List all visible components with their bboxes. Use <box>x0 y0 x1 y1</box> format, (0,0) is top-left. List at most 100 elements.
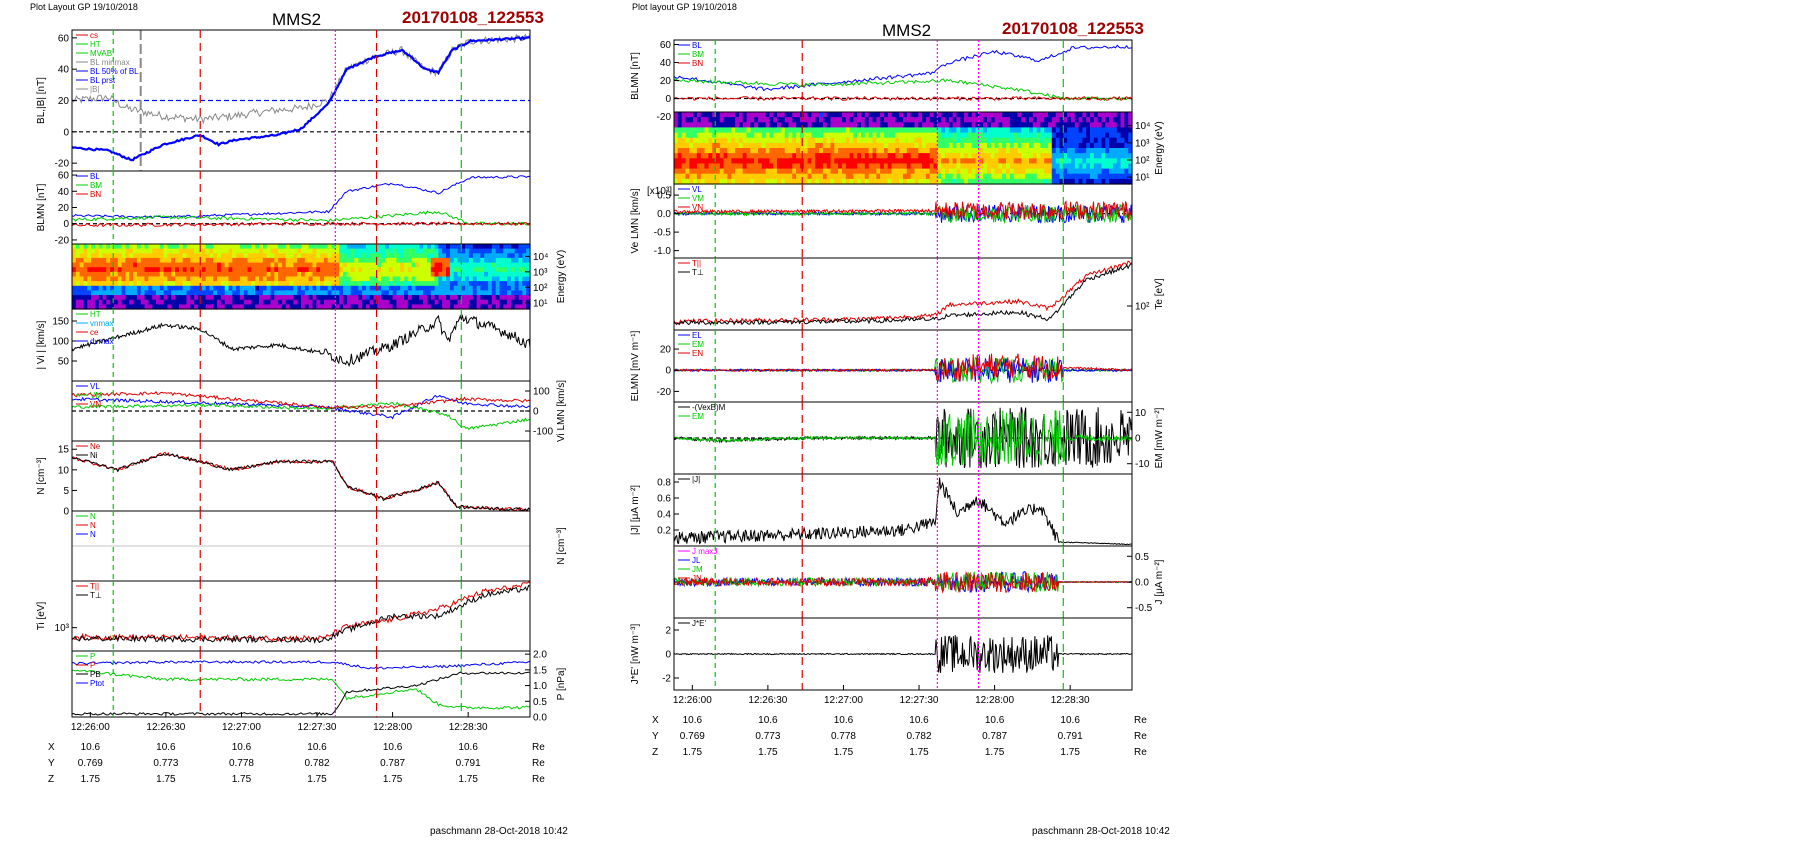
heatmap-cell <box>1097 112 1103 118</box>
heatmap-cell <box>468 267 474 273</box>
heatmap-cell <box>358 248 363 254</box>
heatmap-cell <box>381 257 386 264</box>
heatmap-cell <box>446 290 451 296</box>
y-tick-label: -20 <box>55 235 70 246</box>
heatmap-cell <box>396 276 401 282</box>
heatmap-cell <box>868 153 873 159</box>
heatmap-cell <box>430 257 436 264</box>
heatmap-cell <box>236 285 241 291</box>
heatmap-cell <box>331 304 336 310</box>
heatmap-cell <box>323 248 329 254</box>
heatmap-cell <box>1109 127 1114 134</box>
heatmap-cell <box>419 295 424 301</box>
heatmap-cell <box>423 271 428 278</box>
heatmap-cell <box>922 163 927 170</box>
heatmap-cell <box>327 267 333 273</box>
heatmap-cell <box>91 285 96 291</box>
heatmap-cell <box>700 117 706 123</box>
heatmap-cell <box>209 299 214 305</box>
heatmap-cell <box>937 112 942 118</box>
heatmap-cell <box>998 122 1003 128</box>
heatmap-cell <box>308 262 313 268</box>
heatmap-cell <box>937 168 942 175</box>
heatmap-cell <box>849 117 854 123</box>
heatmap-cell <box>178 271 184 278</box>
heatmap-cell <box>262 299 268 305</box>
heatmap-cell <box>224 299 230 305</box>
heatmap-cell <box>79 295 84 301</box>
heatmap-cell <box>1128 173 1133 180</box>
heatmap-cell <box>468 253 474 259</box>
heatmap-cell <box>449 299 455 305</box>
heatmap-cell <box>419 244 424 250</box>
heatmap-cell <box>476 267 481 273</box>
heatmap-cell <box>98 299 104 305</box>
heatmap-cell <box>427 276 432 282</box>
heatmap-cell <box>750 163 755 170</box>
heatmap-cell <box>121 267 126 273</box>
heatmap-cell <box>750 117 755 123</box>
heatmap-cell <box>807 163 812 170</box>
heatmap-cell <box>465 257 470 264</box>
heatmap-cell <box>381 285 386 291</box>
heatmap-cell <box>224 276 230 282</box>
heatmap-cell <box>716 173 721 180</box>
x-tick-label: 12:26:30 <box>146 722 185 733</box>
heatmap-cell <box>297 267 302 273</box>
heatmap-cell <box>719 148 725 154</box>
heatmap-cell <box>822 112 828 118</box>
heatmap-cell <box>182 290 188 296</box>
heatmap-cell <box>929 163 935 170</box>
heatmap-cell <box>419 253 424 259</box>
heatmap-cell <box>964 132 969 139</box>
heatmap-cell <box>94 271 100 278</box>
heatmap-cell <box>681 132 686 139</box>
heatmap-cell <box>407 295 413 301</box>
heatmap-cell <box>129 285 134 291</box>
heatmap-cell <box>316 248 321 254</box>
heatmap-cell <box>1105 153 1110 159</box>
heatmap-cell <box>1101 158 1106 164</box>
heatmap-cell <box>838 158 843 164</box>
heatmap-cell <box>369 271 375 278</box>
heatmap-cell <box>133 281 138 287</box>
heatmap-cell <box>1044 173 1049 180</box>
heatmap-cell <box>1086 168 1091 175</box>
heatmap-cell <box>773 112 778 118</box>
heatmap-cell <box>262 285 268 291</box>
figure-run-id: 20170108_122553 <box>1002 19 1144 38</box>
heatmap-cell <box>1051 168 1057 175</box>
heatmap-cell <box>1063 122 1068 128</box>
position-value: 0.778 <box>831 731 856 742</box>
heatmap-cell <box>887 142 893 149</box>
position-value: 1.75 <box>383 774 403 785</box>
heatmap-cell <box>354 244 359 250</box>
heatmap-cell <box>362 299 367 305</box>
heatmap-cell <box>761 173 767 180</box>
heatmap-cell <box>815 173 820 180</box>
heatmap-cell <box>167 257 172 264</box>
heatmap-cell <box>224 290 230 296</box>
heatmap-cell <box>354 281 359 287</box>
position-row-label: Z <box>652 747 658 758</box>
heatmap-cell <box>906 158 912 164</box>
heatmap-cell <box>811 158 816 164</box>
heatmap-cell <box>994 158 999 164</box>
heatmap-cell <box>381 267 386 273</box>
heatmap-cell <box>777 137 782 144</box>
heatmap-cell <box>243 285 249 291</box>
heatmap-cell <box>465 267 470 273</box>
panel-7: 0.80.60.40.2|J| [μA m⁻²]|J| <box>630 473 1133 547</box>
y-tick-label: 50 <box>58 357 70 368</box>
heatmap-cell <box>784 142 790 149</box>
heatmap-cell <box>1067 127 1072 134</box>
heatmap-cell <box>281 285 287 291</box>
heatmap-cell <box>98 285 104 291</box>
heatmap-cell <box>864 132 870 139</box>
heatmap-cell <box>79 257 84 264</box>
heatmap-cell <box>788 148 793 154</box>
heatmap-cell <box>251 248 256 254</box>
heatmap-cell <box>163 281 168 287</box>
